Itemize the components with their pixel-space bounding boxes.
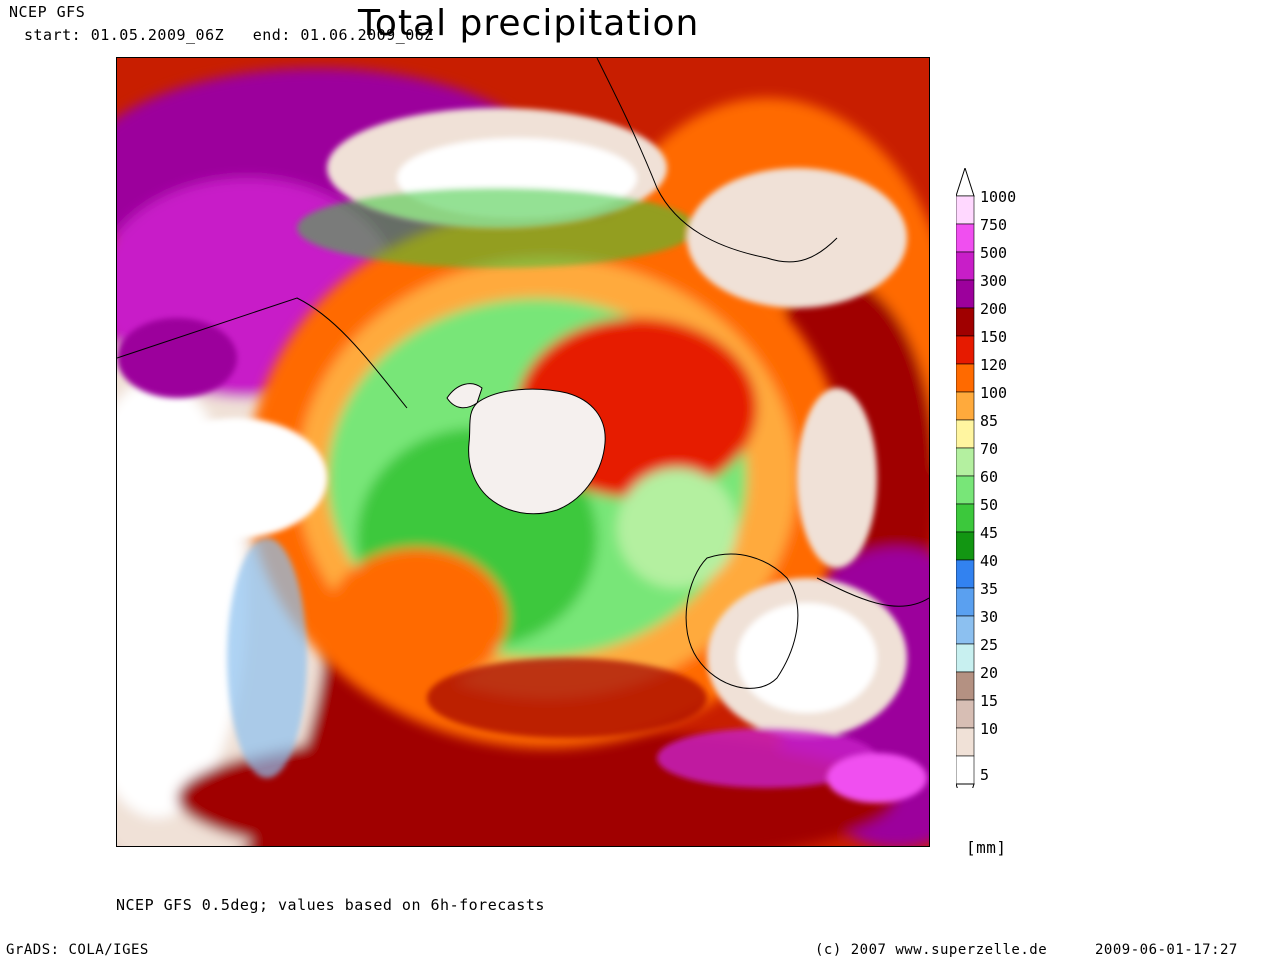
colorbar-label-150: 150 (980, 328, 1007, 346)
colorbar-label-30: 30 (980, 608, 998, 626)
colorbar-label-35: 35 (980, 580, 998, 598)
colorbar-swatch-750 (955, 223, 975, 253)
colorbar-swatch-35 (955, 587, 975, 617)
colorbar-label-200: 200 (980, 300, 1007, 318)
colorbar-top-arrow (955, 166, 975, 197)
colorbar-swatch-25 (955, 643, 975, 673)
colorbar-swatch-30 (955, 615, 975, 645)
colorbar-swatch-120 (955, 363, 975, 393)
colorbar-label-100: 100 (980, 384, 1007, 402)
copyright-notice: (c) 2007 www.superzelle.de (815, 942, 1048, 958)
colorbar-bottom-arrow (955, 783, 975, 814)
generated-timestamp: 2009-06-01-17:27 (1095, 942, 1238, 958)
precipitation-field (117, 58, 929, 846)
colorbar-swatch-50 (955, 503, 975, 533)
precipitation-map (116, 57, 930, 847)
colorbar-label-5: 5 (980, 766, 989, 784)
antarctica-landmass (446, 383, 606, 515)
forecast-period-label: start: 01.05.2009_06Z end: 01.06.2009_06… (24, 26, 434, 44)
colorbar-label-20: 20 (980, 664, 998, 682)
colorbar-label-1000: 1000 (980, 188, 1016, 206)
colorbar-swatch-500 (955, 251, 975, 281)
colorbar-swatch-20 (955, 671, 975, 701)
colorbar-label-500: 500 (980, 244, 1007, 262)
colorbar-swatch-60 (955, 475, 975, 505)
colorbar-swatch-300 (955, 279, 975, 309)
colorbar-label-15: 15 (980, 692, 998, 710)
colorbar-swatch-5 (955, 755, 975, 785)
colorbar-label-40: 40 (980, 552, 998, 570)
colorbar-label-60: 60 (980, 468, 998, 486)
colorbar-label-45: 45 (980, 524, 998, 542)
colorbar-swatch-70 (955, 447, 975, 477)
colorbar-label-25: 25 (980, 636, 998, 654)
colorbar-label-120: 120 (980, 356, 1007, 374)
colorbar-legend: 1000 750 500 300 200 150 120 100 85 70 60 50 45 40 35 3… (955, 166, 1036, 814)
colorbar-swatch-100 (955, 391, 975, 421)
colorbar-swatch-40 (955, 559, 975, 589)
colorbar-swatch-1000 (955, 195, 975, 225)
colorbar-label-85: 85 (980, 412, 998, 430)
colorbar-label-10: 10 (980, 720, 998, 738)
colorbar-swatch-15 (955, 699, 975, 729)
colorbar-swatch-85 (955, 419, 975, 449)
map-title: Total precipitation (358, 3, 700, 44)
data-source-note: NCEP GFS 0.5deg; values based on 6h-fore… (116, 896, 545, 914)
model-label: NCEP GFS (9, 3, 86, 21)
colorbar-swatch-45 (955, 531, 975, 561)
colorbar-swatch-10 (955, 727, 975, 757)
colorbar-label-70: 70 (980, 440, 998, 458)
colorbar-label-750: 750 (980, 216, 1007, 234)
colorbar-swatch-150 (955, 335, 975, 365)
unit-label: [mm] (966, 838, 1007, 857)
coastlines (117, 58, 929, 689)
colorbar-label-50: 50 (980, 496, 998, 514)
colorbar-swatch-200 (955, 307, 975, 337)
grads-credit: GrADS: COLA/IGES (6, 942, 149, 958)
colorbar-label-300: 300 (980, 272, 1007, 290)
